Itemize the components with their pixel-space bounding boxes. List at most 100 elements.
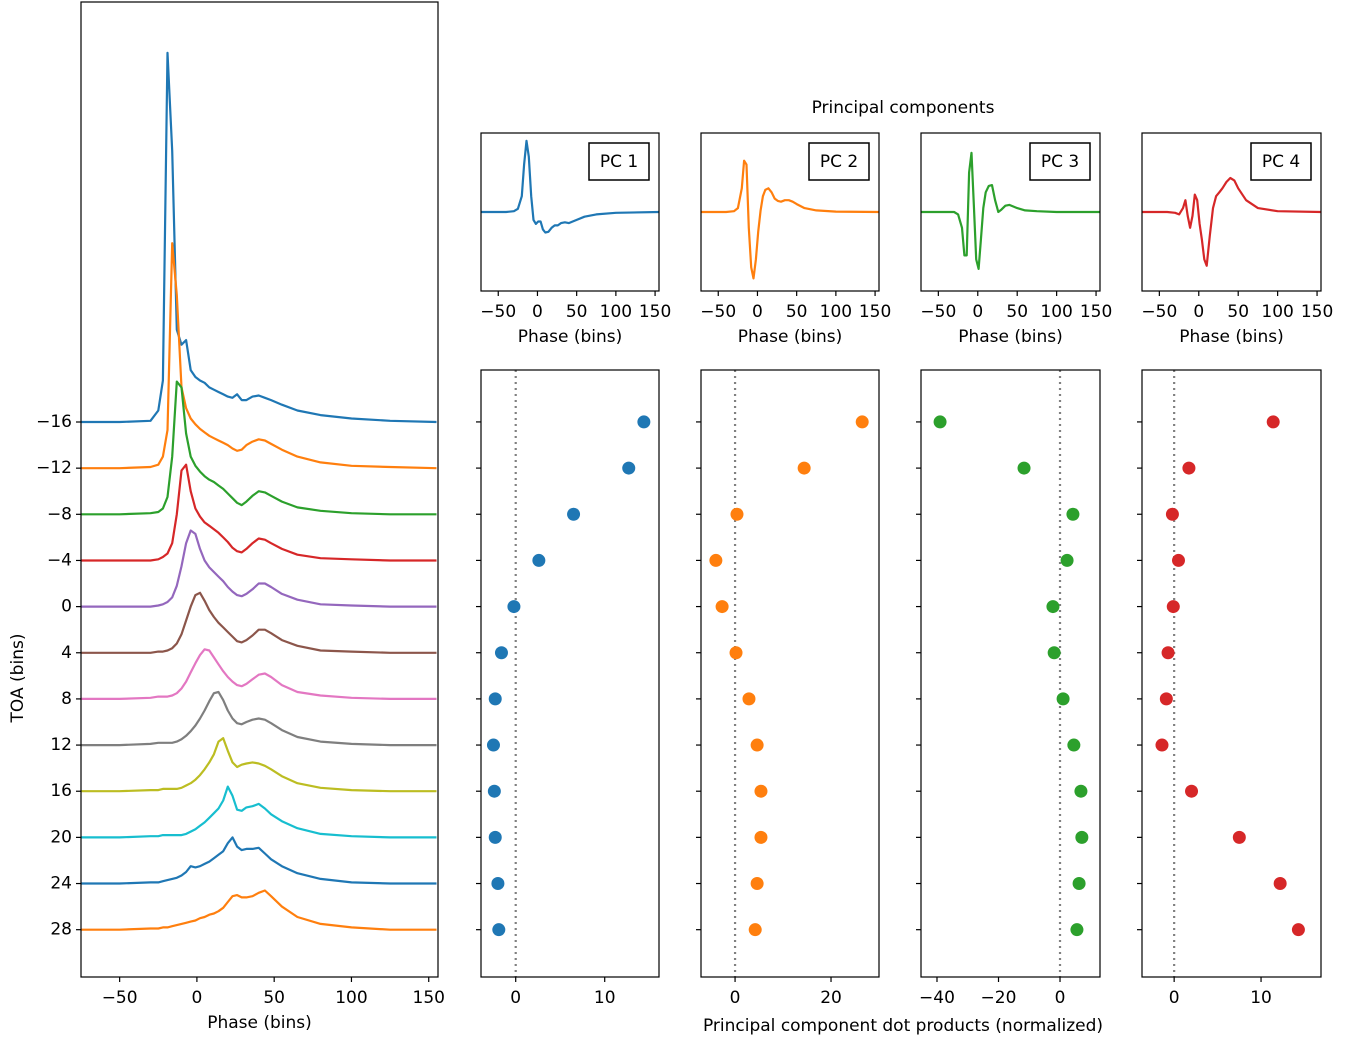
y-axis-label: TOA (bins): [8, 634, 28, 724]
label-box: [808, 142, 870, 181]
dot: [1273, 877, 1287, 891]
label-box: [1029, 142, 1091, 181]
x-tick-label: −50: [700, 302, 736, 322]
dot: [486, 738, 500, 752]
dot: [637, 415, 651, 429]
dot: [1166, 600, 1180, 614]
y-tick-label: 28: [50, 920, 72, 940]
axes-frame: [920, 369, 1101, 978]
x-tick-label: 10: [594, 988, 616, 1008]
axes-frame: [700, 132, 880, 292]
x-tick-label: 0: [510, 988, 521, 1008]
x-tick-label: 50: [1227, 302, 1249, 322]
dot: [754, 784, 768, 798]
x-tick-label: 0: [532, 302, 543, 322]
profile-line: [1142, 176, 1321, 267]
panel: 0 20: [696, 369, 880, 1008]
profile-line: [701, 159, 879, 280]
y-tick-label: 8: [61, 689, 72, 709]
profile-line: [81, 51, 437, 424]
profile-line: [81, 836, 437, 885]
x-axis-label: Phase (bins): [1179, 327, 1284, 347]
dot: [1070, 923, 1084, 937]
x-tick-label: 150: [1080, 302, 1112, 322]
profile-line: [81, 889, 437, 931]
panel-label: PC 1: [600, 152, 638, 172]
x-tick-label: −50: [920, 302, 956, 322]
y-tick-label: 24: [50, 874, 72, 894]
dot: [1165, 507, 1179, 521]
x-tick-label: 0: [972, 302, 983, 322]
y-tick-label: 16: [50, 781, 72, 801]
x-tick-label: 20: [820, 988, 842, 1008]
dot: [933, 415, 947, 429]
dot: [1056, 692, 1070, 706]
panel: −50 0 50 100 150 PC 2 Phase (bins): [700, 132, 891, 347]
dot: [750, 738, 764, 752]
x-tick-label: 50: [1006, 302, 1028, 322]
x-tick-label: 150: [413, 988, 445, 1008]
dot: [1075, 830, 1089, 844]
x-tick-label: 150: [859, 302, 891, 322]
x-tick-label: 0: [1055, 988, 1066, 1008]
dot: [729, 646, 743, 660]
dot: [1017, 461, 1031, 475]
y-tick-label: 20: [50, 827, 72, 847]
panel: 0 10: [1137, 369, 1322, 1008]
x-tick-label: 0: [1169, 988, 1180, 1008]
dot: [1161, 646, 1175, 660]
x-tick-label: 50: [263, 988, 285, 1008]
figure-title: Principal components: [812, 98, 995, 118]
dot: [507, 600, 521, 614]
x-axis-label: Phase (bins): [518, 327, 623, 347]
dot: [1185, 784, 1199, 798]
axes-frame: [920, 132, 1101, 292]
dot: [797, 461, 811, 475]
dot: [1291, 923, 1305, 937]
dot: [1232, 830, 1246, 844]
label-box: [588, 142, 650, 181]
dot: [709, 553, 723, 567]
x-tick-label: −40: [919, 988, 955, 1008]
profile-line: [481, 139, 659, 234]
dot: [748, 923, 762, 937]
x-tick-label: 0: [1193, 302, 1204, 322]
dot: [1067, 738, 1081, 752]
x-tick-label: −50: [480, 302, 516, 322]
panel: −50 0 50 100 150 PC 1 Phase (bins): [480, 132, 671, 347]
x-tick-label: 50: [786, 302, 808, 322]
x-tick-label: 100: [820, 302, 852, 322]
panel-label: PC 2: [820, 152, 858, 172]
y-tick-label: −12: [36, 458, 72, 478]
dot: [488, 692, 502, 706]
x-tick-label: 100: [335, 988, 367, 1008]
dot: [488, 830, 502, 844]
dot: [855, 415, 869, 429]
y-tick-label: −8: [47, 504, 72, 524]
profile-line: [921, 151, 1100, 270]
dot: [1046, 600, 1060, 614]
panel: −50 0 50 100 150 −16 −12 −8 −4 0 4 8 12 16 20 24 28 Phase…: [8, 1, 445, 1033]
dot: [1066, 507, 1080, 521]
x-tick-label: 0: [730, 988, 741, 1008]
x-tick-label: 100: [600, 302, 632, 322]
dot: [1182, 461, 1196, 475]
profile-line: [81, 380, 437, 516]
dot: [1072, 877, 1086, 891]
x-tick-label: 50: [566, 302, 588, 322]
dot: [532, 553, 546, 567]
dot: [487, 784, 501, 798]
panel: 0 10: [476, 369, 660, 1008]
axes-frame: [700, 369, 880, 978]
y-tick-label: 0: [61, 597, 72, 617]
axes-frame: [80, 1, 439, 978]
axes-frame: [480, 132, 660, 292]
dot: [622, 461, 636, 475]
label-box: [1250, 142, 1312, 181]
panel-label: PC 3: [1041, 152, 1079, 172]
dot: [1266, 415, 1280, 429]
dot: [491, 877, 505, 891]
x-tick-label: 0: [191, 988, 202, 1008]
panel: −40 −20 0: [916, 369, 1101, 1008]
profile-line: [81, 690, 437, 747]
